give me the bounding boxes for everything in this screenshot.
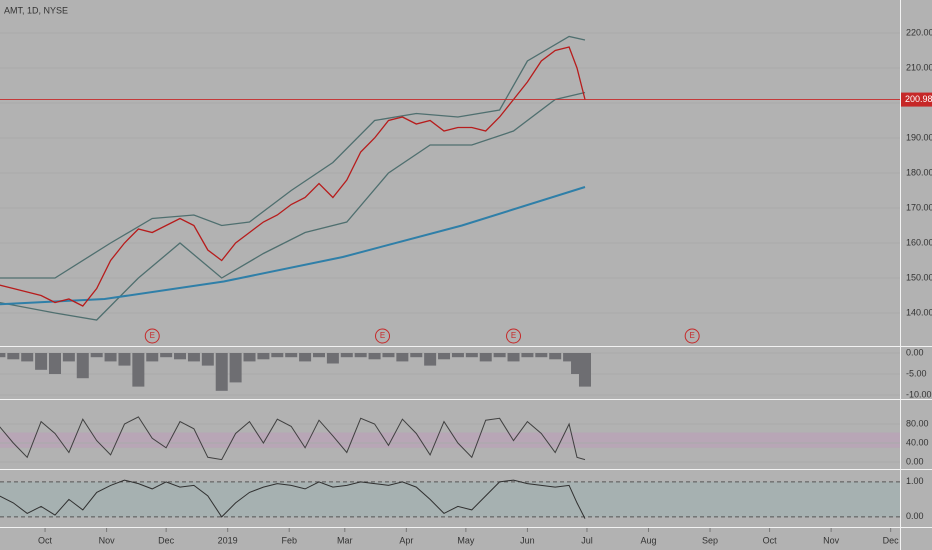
- bar: [382, 353, 395, 358]
- bar: [578, 353, 591, 387]
- earnings-label: E: [689, 331, 694, 340]
- band: [0, 432, 900, 448]
- bar: [326, 353, 339, 364]
- x-tick-label: Sep: [702, 535, 718, 545]
- bar: [479, 353, 492, 362]
- bar: [424, 353, 437, 366]
- x-tick-label: Dec: [883, 535, 900, 545]
- bar: [21, 353, 34, 362]
- y-tick-label: 0.00: [906, 347, 924, 357]
- bar: [535, 353, 548, 358]
- bar: [90, 353, 103, 358]
- bar: [174, 353, 187, 360]
- last-price-label: 200.98: [905, 94, 932, 104]
- bar: [493, 353, 506, 358]
- bar: [229, 353, 242, 383]
- price-line: [0, 91, 586, 321]
- x-tick-label: Jul: [581, 535, 593, 545]
- y-tick-label: 0.00: [906, 456, 924, 466]
- earnings-marker: [506, 328, 522, 344]
- bar: [285, 353, 298, 358]
- y-tick-label: 80.00: [906, 418, 929, 428]
- y-tick-label: 220.00: [906, 27, 932, 37]
- x-tick-label: Apr: [399, 535, 413, 545]
- bar: [132, 353, 145, 387]
- y-tick-label: 0.00: [906, 511, 924, 521]
- y-tick-label: 40.00: [906, 437, 929, 447]
- bar: [76, 353, 89, 379]
- x-tick-label: 2019: [218, 535, 238, 545]
- y-tick-label: -10.00: [906, 389, 932, 399]
- bar: [146, 353, 159, 362]
- indicator-line: [0, 479, 586, 519]
- y-tick-label: 150.00: [906, 272, 932, 282]
- x-tick-label: Mar: [337, 535, 353, 545]
- bar: [271, 353, 284, 358]
- bar: [7, 353, 20, 360]
- bar: [257, 353, 270, 360]
- bar: [410, 353, 423, 358]
- y-tick-label: 190.00: [906, 132, 932, 142]
- x-tick-label: Feb: [281, 535, 297, 545]
- y-tick-label: 170.00: [906, 202, 932, 212]
- band: [0, 481, 900, 517]
- bar: [160, 353, 173, 358]
- earnings-marker: [144, 328, 160, 344]
- earnings-marker: [684, 328, 700, 344]
- y-tick-label: 180.00: [906, 167, 932, 177]
- bar: [118, 353, 131, 366]
- bar: [451, 353, 464, 358]
- bar: [549, 353, 562, 360]
- bar: [521, 353, 534, 358]
- bar: [35, 353, 48, 370]
- x-tick-label: Oct: [763, 535, 778, 545]
- indicator-line: [0, 416, 586, 461]
- y-tick-label: 140.00: [906, 307, 932, 317]
- bar: [0, 353, 6, 358]
- price-line: [0, 46, 586, 307]
- bar: [438, 353, 451, 360]
- x-tick-label: Aug: [640, 535, 656, 545]
- earnings-label: E: [380, 331, 385, 340]
- bar: [396, 353, 409, 362]
- y-tick-label: 210.00: [906, 62, 932, 72]
- x-tick-label: Nov: [99, 535, 116, 545]
- x-tick-label: Dec: [158, 535, 175, 545]
- x-tick-label: Oct: [38, 535, 53, 545]
- bar: [243, 353, 256, 362]
- bar: [62, 353, 75, 362]
- bar: [201, 353, 214, 366]
- bar: [368, 353, 381, 360]
- y-tick-label: 1.00: [906, 476, 924, 486]
- bar: [104, 353, 117, 362]
- chart-title: AMT, 1D, NYSE: [4, 5, 68, 15]
- y-tick-label: 160.00: [906, 237, 932, 247]
- bar: [563, 353, 576, 362]
- price-line: [0, 35, 586, 279]
- last-price-box: [900, 92, 932, 107]
- bar: [340, 353, 353, 358]
- bar: [354, 353, 367, 358]
- x-tick-label: Nov: [823, 535, 840, 545]
- y-tick-label: -5.00: [906, 368, 927, 378]
- earnings-label: E: [511, 331, 516, 340]
- earnings-marker: [375, 328, 391, 344]
- bar: [312, 353, 325, 358]
- x-tick-label: May: [457, 535, 475, 545]
- bar: [215, 353, 228, 391]
- bar: [299, 353, 312, 362]
- bar: [48, 353, 61, 375]
- bar: [465, 353, 478, 358]
- bar: [507, 353, 520, 362]
- earnings-label: E: [150, 331, 155, 340]
- x-tick-label: Jun: [520, 535, 535, 545]
- bar: [187, 353, 200, 362]
